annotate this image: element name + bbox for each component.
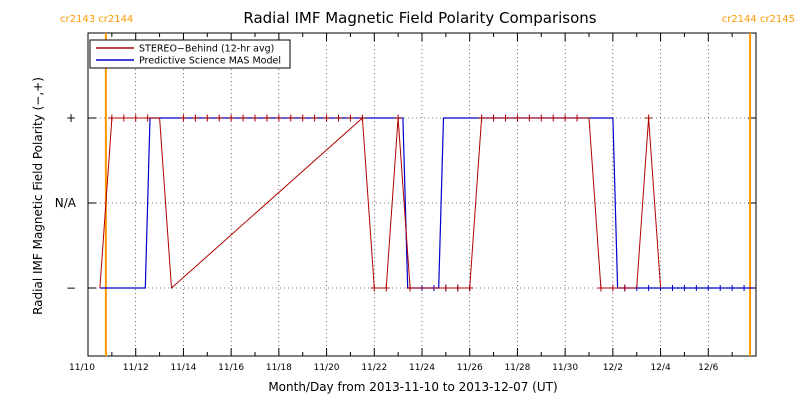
carrington-right-label: cr2144 cr2145 — [722, 14, 795, 25]
stereo-behind-marker — [525, 114, 533, 122]
y-tick-label: + — [66, 111, 76, 125]
stereo-behind-marker — [597, 284, 605, 292]
x-tick-label: 11/22 — [361, 363, 387, 373]
stereo-behind-marker — [311, 114, 319, 122]
stereo-behind-marker — [609, 284, 617, 292]
stereo-behind-marker — [346, 114, 354, 122]
stereo-behind-marker — [502, 114, 509, 122]
stereo-behind-marker — [215, 114, 223, 122]
x-tick-label: 11/30 — [552, 363, 578, 373]
mas-model-line — [99, 117, 754, 289]
stereo-behind-marker — [335, 114, 342, 122]
axes: 11/10 11/12 11/14 11/16 11/18 11/20 11/22 11/24… — [55, 32, 757, 373]
stereo-behind-marker — [299, 114, 307, 122]
stereo-behind-marker — [442, 284, 450, 292]
stereo-behind-marker — [406, 284, 414, 292]
stereo-behind-marker — [358, 114, 366, 122]
chart-title: Radial IMF Magnetic Field Polarity Compa… — [243, 9, 596, 27]
stereo-behind-marker — [323, 114, 331, 122]
x-tick-label: 11/26 — [457, 363, 483, 373]
stereo-behind-marker — [227, 114, 235, 122]
carrington-boundaries — [104, 33, 752, 356]
x-tick-label: 11/14 — [170, 363, 196, 373]
x-tick-label: 11/20 — [314, 363, 340, 373]
x-tick-label: 11/28 — [504, 363, 530, 373]
stereo-behind-marker — [454, 284, 462, 292]
stereo-behind-marker — [144, 114, 152, 122]
x-tick-label: 12/2 — [603, 363, 623, 373]
stereo-behind-marker — [275, 114, 283, 122]
stereo-behind-marker — [490, 114, 498, 122]
y-axis-label: Radial IMF Magnetic Field Polarity (−,+) — [31, 77, 45, 315]
x-axis-label: Month/Day from 2013-11-10 to 2013-12-07 … — [268, 380, 557, 394]
x-tick-label: 12/6 — [698, 363, 718, 373]
stereo-behind-marker — [132, 114, 140, 122]
legend-box — [89, 39, 291, 69]
x-tick-label: 11/24 — [409, 363, 435, 373]
x-tick-label: 11/12 — [123, 363, 149, 373]
stereo-behind-marker — [191, 114, 199, 122]
y-tick-label: N/A — [55, 196, 77, 210]
legend-entry: Predictive Science MAS Model — [139, 56, 281, 67]
stereo-behind-marker — [466, 284, 474, 292]
x-tick-label: 11/16 — [218, 363, 244, 373]
series-layer — [99, 114, 754, 292]
stereo-behind-marker — [370, 284, 378, 292]
stereo-behind-marker — [382, 284, 390, 292]
stereo-behind-marker — [287, 114, 295, 122]
stereo-behind-marker — [478, 114, 486, 122]
stereo-behind-marker — [549, 114, 557, 122]
stereo-behind-marker — [251, 114, 259, 122]
y-tick-label: − — [66, 281, 76, 295]
stereo-behind-marker — [573, 114, 581, 122]
grid — [88, 33, 756, 356]
carrington-left-label: cr2143 cr2144 — [60, 14, 133, 25]
stereo-behind-marker — [513, 114, 521, 122]
stereo-behind-marker — [179, 114, 187, 122]
x-tick-label: 11/10 — [69, 363, 95, 373]
stereo-behind-marker — [120, 114, 128, 122]
stereo-behind-marker — [621, 284, 629, 292]
x-tick-label: 12/4 — [650, 363, 670, 373]
stereo-behind-marker — [537, 114, 545, 122]
stereo-behind-marker — [108, 114, 116, 122]
stereo-behind-marker — [645, 114, 653, 122]
stereo-behind-marker — [239, 114, 247, 122]
x-tick-label: 11/18 — [266, 363, 292, 373]
stereo-behind-marker — [263, 114, 271, 122]
stereo-behind-marker — [394, 114, 402, 122]
legend-entry: STEREO−Behind (12-hr avg) — [139, 44, 274, 55]
stereo-behind-marker — [561, 114, 569, 122]
legend: STEREO−Behind (12-hr avg)Predictive Scie… — [89, 39, 291, 69]
stereo-behind-marker — [203, 114, 211, 122]
